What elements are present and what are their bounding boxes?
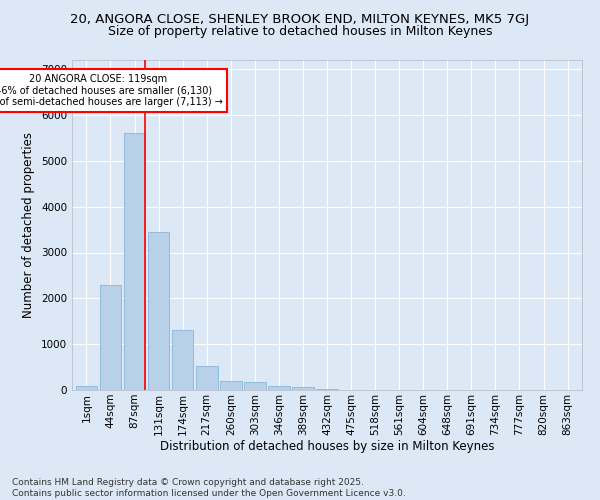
Bar <box>172 330 193 390</box>
Bar <box>124 134 145 390</box>
Bar <box>316 388 338 390</box>
Bar <box>268 386 290 390</box>
X-axis label: Distribution of detached houses by size in Milton Keynes: Distribution of detached houses by size … <box>160 440 494 454</box>
Y-axis label: Number of detached properties: Number of detached properties <box>22 132 35 318</box>
Text: Contains HM Land Registry data © Crown copyright and database right 2025.
Contai: Contains HM Land Registry data © Crown c… <box>12 478 406 498</box>
Text: 20 ANGORA CLOSE: 119sqm
← 46% of detached houses are smaller (6,130)
53% of semi: 20 ANGORA CLOSE: 119sqm ← 46% of detache… <box>0 74 223 107</box>
Bar <box>196 366 218 390</box>
Text: Size of property relative to detached houses in Milton Keynes: Size of property relative to detached ho… <box>108 25 492 38</box>
Bar <box>244 382 266 390</box>
Bar <box>292 388 314 390</box>
Text: 20, ANGORA CLOSE, SHENLEY BROOK END, MILTON KEYNES, MK5 7GJ: 20, ANGORA CLOSE, SHENLEY BROOK END, MIL… <box>70 12 530 26</box>
Bar <box>100 284 121 390</box>
Bar <box>220 381 242 390</box>
Bar <box>76 386 97 390</box>
Bar <box>148 232 169 390</box>
